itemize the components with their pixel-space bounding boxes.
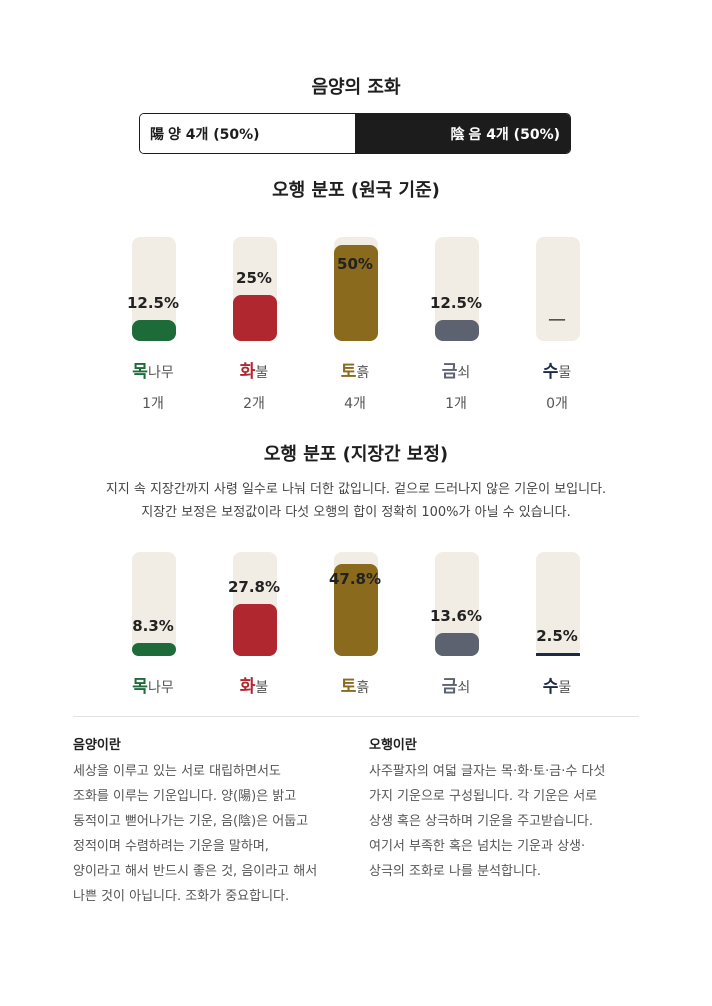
section-divider	[73, 716, 639, 717]
info-line: 동적이고 뻗어나가는 기운, 음(陰)은 어둡고	[73, 814, 309, 829]
bar-fill	[233, 295, 277, 341]
element-korean: 물	[558, 365, 572, 381]
element-name: 금쇠	[406, 357, 506, 382]
info-line: 정적이며 수렴하려는 기운을 말하며,	[73, 839, 269, 854]
info-line: 사주팔자의 여덟 글자는 목·화·토·금·수 다섯	[369, 764, 606, 779]
bar-track	[132, 237, 176, 341]
element-name: 토흙	[305, 357, 405, 382]
yinyang-info-title: 음양이란	[73, 738, 121, 753]
ohaeng-adjusted-title: 오행 분포 (지장간 보정)	[263, 444, 449, 465]
bar-value-label: 27.8%	[227, 578, 281, 596]
element-count: 2개	[243, 396, 265, 412]
yang-segment: 陽 양 4개 (50%)	[140, 114, 355, 153]
element-name: 금쇠	[406, 672, 506, 697]
element-korean: 흙	[356, 365, 370, 381]
element-name: 화불	[204, 672, 304, 697]
bar-track	[435, 552, 479, 656]
bar-track	[132, 552, 176, 656]
element-hanja: 목	[132, 677, 148, 697]
bar-track	[334, 552, 378, 656]
element-name: 목나무	[103, 672, 203, 697]
element-count: 0개	[546, 396, 568, 412]
yinyang-title: 음양의 조화	[311, 77, 401, 98]
bar-fill	[435, 320, 479, 341]
info-line: 양이라고 해서 반드시 좋은 것, 음이라고 해서	[73, 864, 318, 879]
element-name: 수물	[507, 672, 607, 697]
element-hanja: 토	[340, 677, 357, 697]
ohaeng-adjusted-desc-2: 지장간 보정은 보정값이라 다섯 오행의 합이 정확히 100%가 아닐 수 있…	[141, 505, 571, 520]
info-line: 나쁜 것이 아닙니다. 조화가 중요합니다.	[73, 889, 290, 904]
bar-fill	[233, 604, 277, 656]
element-hanja: 화	[239, 677, 256, 697]
bar-fill	[435, 633, 479, 656]
info-line: 세상을 이루고 있는 서로 대립하면서도	[73, 764, 281, 779]
yang-label: 양 4개 (50%)	[168, 126, 260, 143]
ohaeng-adjusted-desc-1: 지지 속 지장간까지 사령 일수로 나눠 더한 값입니다. 겉으로 드러나지 않…	[105, 482, 607, 497]
element-korean: 나무	[147, 680, 174, 696]
bar-value-label: 25%	[236, 269, 272, 287]
element-korean: 물	[558, 680, 572, 696]
info-line: 조화를 이루는 기운입니다. 양(陽)은 밝고	[73, 789, 297, 804]
element-count: 1개	[142, 396, 164, 412]
bar-value-label: 2.5%	[536, 627, 578, 645]
info-line: 가지 기운으로 구성됩니다. 각 기운은 서로	[369, 789, 598, 804]
bar-fill	[334, 564, 378, 656]
element-hanja: 화	[239, 362, 256, 382]
bar-value-label: 8.3%	[132, 617, 174, 635]
element-name: 목나무	[103, 357, 203, 382]
element-name: 화불	[204, 357, 304, 382]
yin-segment: 陰 음 4개 (50%)	[355, 114, 570, 153]
bar-fill	[536, 653, 580, 656]
bar-fill	[132, 320, 176, 341]
info-line: 상생 혹은 상극하며 기운을 주고받습니다.	[369, 814, 593, 829]
bar-value-label: 12.5%	[126, 294, 180, 312]
bar-track	[536, 237, 580, 341]
element-korean: 쇠	[457, 365, 471, 381]
bar-value-label: 47.8%	[328, 570, 382, 588]
element-name: 토흙	[305, 672, 405, 697]
element-korean: 불	[255, 680, 269, 696]
bar-track	[233, 552, 277, 656]
yin-label: 음 4개 (50%)	[468, 126, 560, 143]
element-korean: 불	[255, 365, 269, 381]
ohaeng-base-title: 오행 분포 (원국 기준)	[272, 180, 440, 201]
element-hanja: 수	[542, 362, 559, 382]
yinyang-bar: 陽 양 4개 (50%) 陰 음 4개 (50%)	[139, 113, 571, 154]
yang-hanja: 陽	[150, 126, 164, 143]
element-hanja: 토	[340, 362, 357, 382]
element-count: 4개	[344, 396, 366, 412]
bar-track	[334, 237, 378, 341]
element-korean: 쇠	[457, 680, 471, 696]
bar-fill	[132, 643, 176, 656]
ohaeng-info-title: 오행이란	[369, 738, 417, 753]
element-hanja: 수	[542, 677, 559, 697]
element-hanja: 목	[132, 362, 148, 382]
element-korean: 흙	[356, 680, 370, 696]
info-line: 여기서 부족한 혹은 넘치는 기운과 상생·	[369, 839, 586, 854]
bar-value-label: —	[548, 309, 566, 330]
info-line: 상극의 조화로 나를 분석합니다.	[369, 864, 542, 879]
bar-value-label: 13.6%	[429, 607, 483, 625]
bar-value-label: 50%	[337, 255, 373, 273]
element-hanja: 금	[441, 677, 458, 697]
bar-track	[435, 237, 479, 341]
bar-fill	[334, 245, 378, 341]
element-korean: 나무	[147, 365, 174, 381]
bar-value-label: 12.5%	[429, 294, 483, 312]
element-hanja: 금	[441, 362, 458, 382]
element-name: 수물	[507, 357, 607, 382]
yin-hanja: 陰	[450, 126, 465, 143]
bar-track	[233, 237, 277, 341]
bar-track	[536, 552, 580, 656]
element-count: 1개	[445, 396, 467, 412]
